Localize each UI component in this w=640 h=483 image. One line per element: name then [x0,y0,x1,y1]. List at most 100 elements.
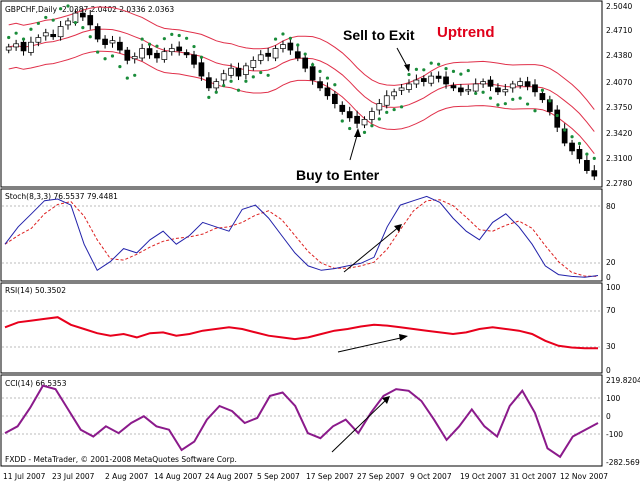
date-tick-8: 9 Oct 2007 [410,472,452,481]
candle-body [443,76,449,85]
rsi-arrow [337,336,406,353]
ohlc-label: 2.0387 2.0402 2.0336 2.0363 [62,5,174,14]
psar-dot [362,130,367,135]
psar-dot [481,90,485,94]
candle [346,106,353,122]
psar-dot [563,128,567,132]
candle [183,49,190,58]
candle [532,79,538,97]
candle [102,35,108,49]
psar-dot [125,76,129,80]
psar-dot [496,103,500,107]
psar-dot [414,67,418,72]
psar-dot [318,69,322,73]
candle [35,34,42,47]
psar-dot [96,50,100,54]
candle [243,62,249,80]
rsi-arrowhead-icon [399,334,408,341]
candle-body [146,48,153,56]
candle [205,72,212,92]
candle-body [450,85,457,89]
candle-body [109,40,116,44]
price-tick-2: 2.4380 [606,51,632,60]
candle [5,43,12,54]
candle [361,116,368,129]
stoch-main-line [4,195,599,278]
psar-dot [474,91,478,96]
price-tick-7: 2.2780 [606,179,632,188]
psar-dot [377,117,381,121]
cci-panel-frame [0,374,603,467]
rsi-tick-0: 0 [606,366,611,375]
candle [309,62,316,85]
candle [554,105,561,133]
rsi-label: RSI(14) 50.3502 [5,286,66,295]
date-tick-0: 11 Jul 2007 [3,472,46,481]
candle-body [480,81,486,85]
psar-dot [570,135,574,139]
psar-dot [251,75,255,79]
candle [443,71,449,89]
candle [42,28,49,41]
candle [472,78,479,95]
candle-body [183,52,190,56]
candle [435,71,442,83]
candle-body [235,67,242,77]
candle-body [361,119,368,126]
candle [391,88,398,100]
candle [287,38,294,55]
candle-body [243,65,249,75]
psar-dot [44,15,48,20]
candle-body [569,142,575,152]
uptrend-annotation: Uptrend [437,24,495,41]
psar-dot [503,102,507,106]
candle-body [176,46,183,52]
psar-dot [288,36,292,40]
cci-tick-100: 100 [606,394,621,403]
candle-body [502,89,509,93]
candle [176,41,183,56]
psar-dot [229,79,233,83]
psar-dot [311,63,315,67]
rsi-line [4,316,598,350]
candle [354,110,360,129]
psar-dot [555,113,559,118]
candle-body [168,48,175,53]
stoch-label: Stoch(8,3,3) 76.5537 79.4481 [5,192,118,201]
psar-dot [88,35,92,39]
candle [117,36,123,54]
symbol-label: GBPCHF,Daily [5,5,58,14]
candle [369,107,375,124]
candle [517,77,524,89]
candle [28,36,34,56]
psar-dot [266,73,270,77]
candle [168,43,175,56]
candle [502,83,509,96]
candle [584,155,590,174]
price-tick-3: 2.4070 [606,78,632,87]
candle [79,8,86,21]
candle [87,9,94,30]
psar-dot [199,55,204,59]
candle-body [28,41,34,53]
psar-dot [192,44,196,49]
candle-body [465,89,472,92]
psar-dot [36,21,40,25]
candle-body [131,56,138,60]
candle-body [576,148,583,160]
candle [294,46,301,62]
psar-dot [407,72,411,77]
bb-middle-line [8,28,595,132]
psar-dot [511,97,515,101]
candle-body [428,75,435,84]
candle-body [509,83,516,89]
candle [413,74,420,88]
stoch-tick-0: 0 [606,273,611,282]
candle [154,50,160,63]
candle [257,50,264,65]
candle-body [191,54,197,65]
candle [139,43,145,62]
psar-dot [303,52,307,56]
candle-body [317,81,323,89]
psar-dot [518,96,522,100]
